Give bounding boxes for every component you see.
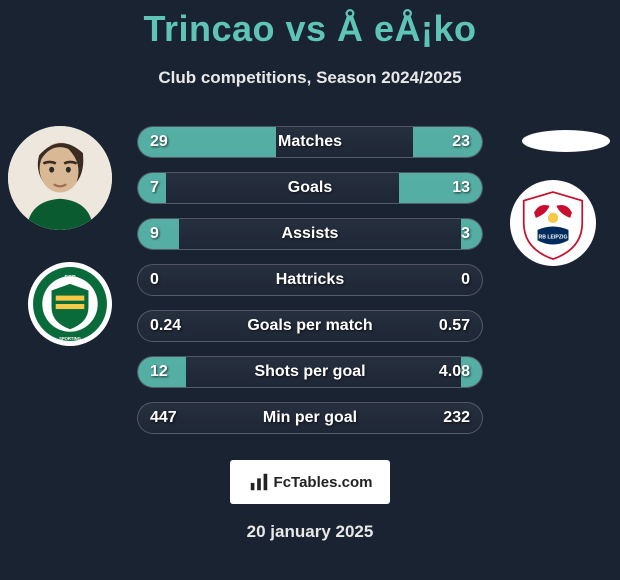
stat-right-value: 232 <box>443 403 470 433</box>
stat-right-value: 0.57 <box>439 311 470 341</box>
stat-right-value: 0 <box>461 265 470 295</box>
stat-label: Goals <box>288 179 332 197</box>
stat-left-value: 0 <box>150 265 159 295</box>
left-club-badge: SCP SPORTING <box>28 262 112 346</box>
stat-label: Goals per match <box>247 317 372 335</box>
stat-row-goals: 7 Goals 13 <box>137 172 483 204</box>
footer-brand-box: FcTables.com <box>230 460 390 504</box>
stat-label: Min per goal <box>263 409 357 427</box>
stat-label: Shots per goal <box>254 363 365 381</box>
sporting-badge-icon: SCP SPORTING <box>28 262 112 346</box>
stat-row-hattricks: 0 Hattricks 0 <box>137 264 483 296</box>
stat-row-min-per-goal: 447 Min per goal 232 <box>137 402 483 434</box>
stat-right-value: 4.08 <box>439 357 470 387</box>
stat-row-matches: 29 Matches 23 <box>137 126 483 158</box>
stats-table: 29 Matches 23 7 Goals 13 9 Assists 3 0 H… <box>137 126 483 434</box>
stat-left-value: 447 <box>150 403 177 433</box>
stat-left-value: 9 <box>150 219 159 249</box>
stat-left-value: 12 <box>150 357 168 387</box>
stat-right-value: 23 <box>452 127 470 157</box>
stat-row-assists: 9 Assists 3 <box>137 218 483 250</box>
stat-row-goals-per-match: 0.24 Goals per match 0.57 <box>137 310 483 342</box>
stat-label: Assists <box>282 225 339 243</box>
stat-left-value: 0.24 <box>150 311 181 341</box>
footer-date: 20 january 2025 <box>0 522 620 542</box>
stat-row-shots-per-goal: 12 Shots per goal 4.08 <box>137 356 483 388</box>
svg-text:SCP: SCP <box>64 275 76 281</box>
right-club-badge: RB LEIPZIG <box>510 180 596 266</box>
svg-text:SPORTING: SPORTING <box>59 336 81 341</box>
svg-text:RB LEIPZIG: RB LEIPZIG <box>539 234 568 240</box>
stat-bar-right <box>413 127 482 157</box>
left-player-photo <box>8 126 112 230</box>
stat-left-value: 7 <box>150 173 159 203</box>
comparison-area: SCP SPORTING RB LEIPZIG 29 Matches 23 <box>0 126 620 434</box>
page-title: Trincao vs Å eÅ¡ko <box>0 0 620 50</box>
stat-left-value: 29 <box>150 127 168 157</box>
rb-leipzig-badge-icon: RB LEIPZIG <box>510 180 596 266</box>
stat-label: Matches <box>278 133 342 151</box>
bar-chart-icon <box>248 471 270 493</box>
right-player-placeholder <box>522 130 610 152</box>
person-icon <box>8 126 112 230</box>
stat-right-value: 13 <box>452 173 470 203</box>
subtitle: Club competitions, Season 2024/2025 <box>0 68 620 88</box>
stat-label: Hattricks <box>276 271 344 289</box>
footer-brand-text: FcTables.com <box>274 474 373 491</box>
stat-right-value: 3 <box>461 219 470 249</box>
